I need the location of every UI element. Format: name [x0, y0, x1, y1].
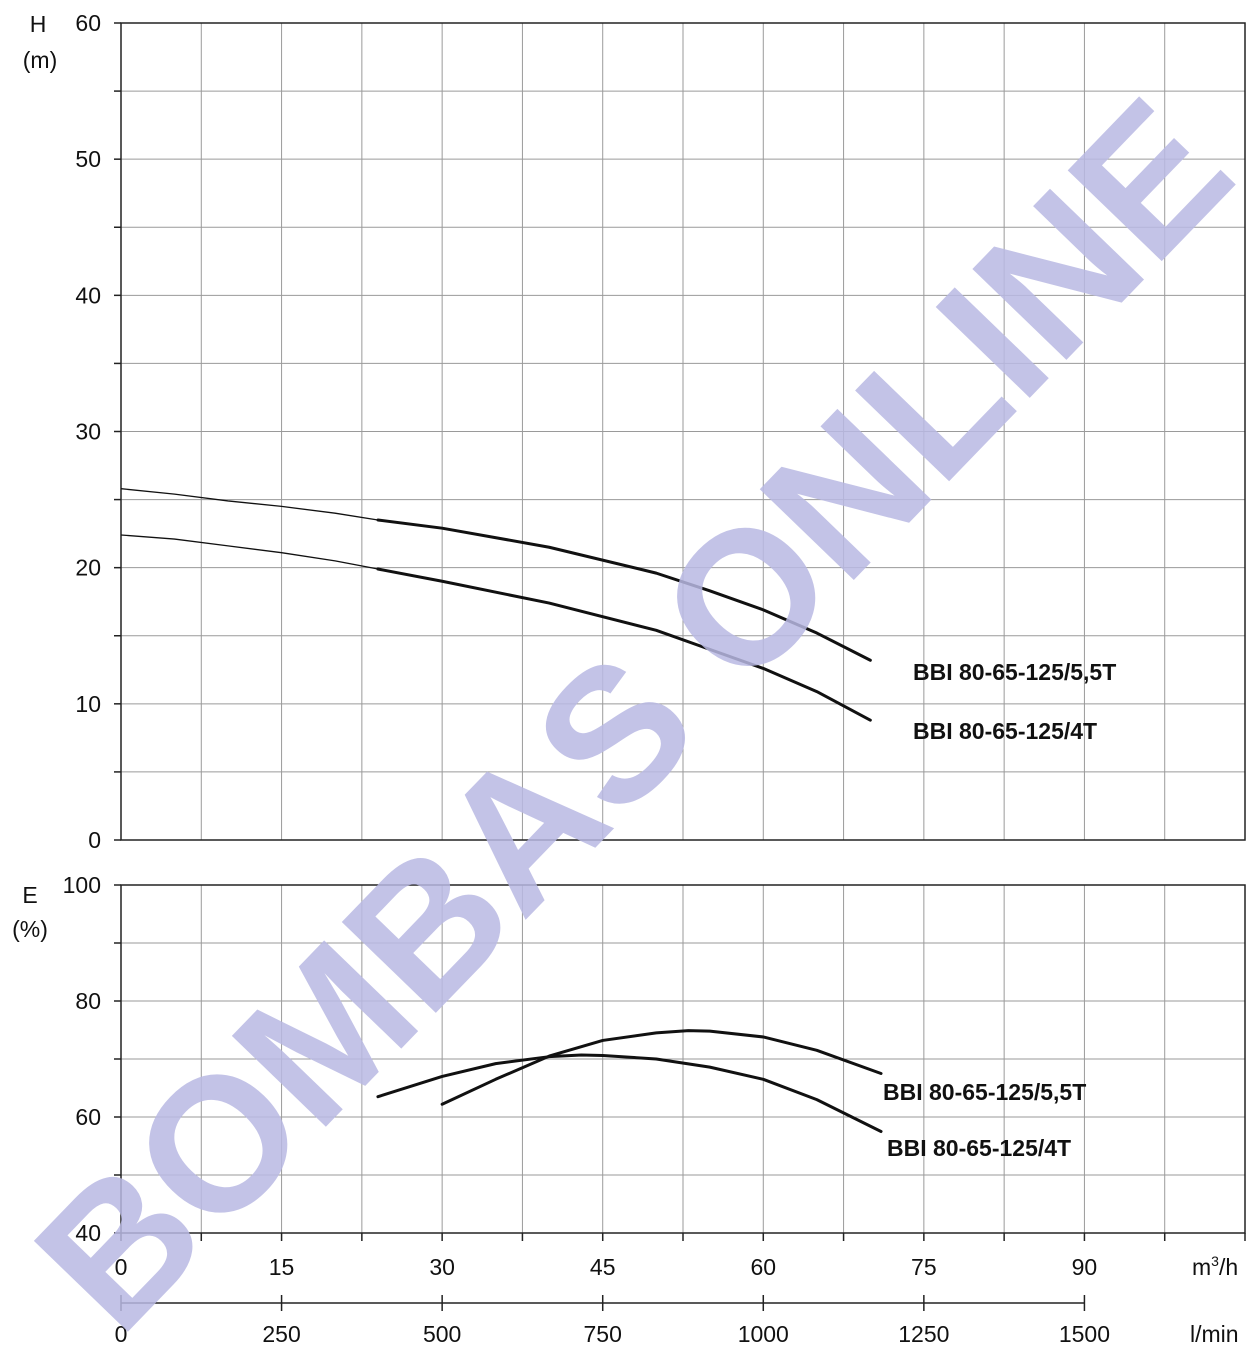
efficiency-series-label-4t: BBI 80-65-125/4T	[887, 1135, 1071, 1161]
y-tick-label: 60	[75, 10, 101, 36]
curve-extension	[120, 488, 379, 521]
head-curve-0	[376, 518, 872, 662]
x-unit-tail: /h	[1219, 1254, 1238, 1280]
y-tick-label: 100	[63, 872, 101, 898]
y-tick-label: 30	[75, 419, 101, 445]
efficiency-axis-title: E	[22, 882, 37, 908]
x-unit-base: m	[1192, 1254, 1211, 1280]
x-tick-label-m3h: 90	[1072, 1254, 1098, 1280]
x-tick-label-m3h: 75	[911, 1254, 937, 1280]
head-series-label-5-5t: BBI 80-65-125/5,5T	[913, 659, 1116, 685]
x-tick-label-m3h: 30	[429, 1254, 455, 1280]
y-tick-label: 20	[75, 555, 101, 581]
head-curve-1	[376, 567, 872, 722]
x-tick-label-m3h: 0	[115, 1254, 128, 1280]
x-tick-label-lmin: 250	[262, 1321, 300, 1347]
x-tick-label-m3h: 60	[750, 1254, 776, 1280]
x-tick-label-lmin: 500	[423, 1321, 461, 1347]
y-tick-label: 40	[75, 282, 101, 308]
x-tick-label-lmin: 0	[115, 1321, 128, 1347]
x-axis-unit-m3h: m3/h	[1192, 1253, 1238, 1280]
x-unit-exp: 3	[1211, 1253, 1219, 1269]
efficiency-axis-unit: (%)	[12, 916, 48, 942]
x-tick-label-lmin: 1500	[1059, 1321, 1110, 1347]
y-tick-label: 40	[75, 1220, 101, 1246]
y-tick-label: 80	[75, 988, 101, 1014]
x-tick-label-m3h: 45	[590, 1254, 616, 1280]
text-layer: H (m) E (%) BBI 80-65-125/5,5T BBI 80-65…	[12, 10, 1238, 1347]
frame-layer	[114, 22, 1246, 1311]
x-tick-label-lmin: 750	[584, 1321, 622, 1347]
x-tick-label-m3h: 15	[269, 1254, 295, 1280]
grid-layer	[121, 23, 1245, 1233]
efficiency-curve-0	[440, 1029, 883, 1106]
y-tick-label: 0	[88, 827, 101, 853]
y-tick-label: 10	[75, 691, 101, 717]
x-tick-label-lmin: 1000	[738, 1321, 789, 1347]
efficiency-curve-1	[376, 1053, 883, 1133]
curve-extension	[120, 534, 379, 570]
y-tick-label: 60	[75, 1104, 101, 1130]
x-axis-unit-lmin: l/min	[1190, 1321, 1239, 1347]
y-tick-label: 50	[75, 146, 101, 172]
head-axis-unit: (m)	[23, 47, 57, 73]
efficiency-series-label-5-5t: BBI 80-65-125/5,5T	[883, 1079, 1086, 1105]
head-axis-title: H	[30, 11, 47, 37]
curve-layer	[120, 488, 883, 1133]
x-tick-label-lmin: 1250	[898, 1321, 949, 1347]
head-series-label-4t: BBI 80-65-125/4T	[913, 718, 1097, 744]
